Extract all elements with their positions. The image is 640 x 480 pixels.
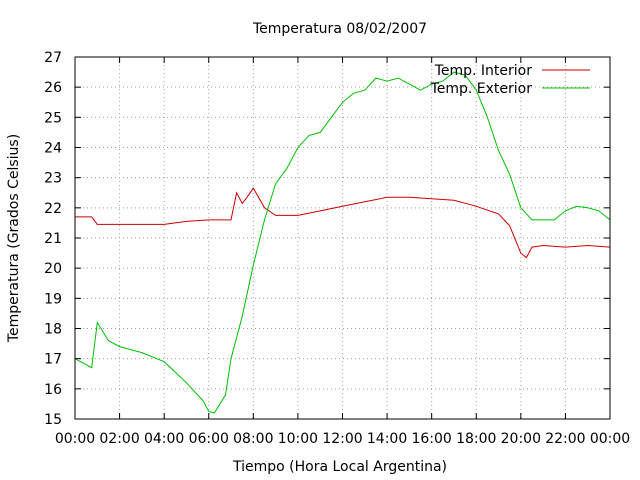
y-tick-label: 25 [44, 110, 62, 126]
y-tick-label: 18 [44, 322, 62, 338]
x-tick-label: 14:00 [367, 431, 407, 447]
y-tick-label: 24 [44, 141, 62, 157]
x-tick-label: 20:00 [501, 431, 541, 447]
y-tick-label: 27 [44, 50, 62, 66]
series-layer [74, 71, 611, 414]
legend-label-2: Temp. Exterior [430, 81, 533, 97]
y-tick-label: 15 [44, 412, 62, 428]
y-tick-label: 21 [44, 231, 62, 247]
x-tick-label: 10:00 [278, 431, 318, 447]
x-tick-label: 22:00 [545, 431, 585, 447]
x-tick-label: 00:00 [55, 431, 95, 447]
x-tick-label: 06:00 [189, 431, 229, 447]
series-line-1 [75, 187, 611, 259]
y-tick-label: 19 [44, 291, 62, 307]
x-tick-label: 18:00 [456, 431, 496, 447]
ticks [74, 56, 611, 420]
y-axis-label: Temperatura (Grados Celsius) [6, 134, 22, 343]
y-tick-label: 22 [44, 201, 62, 217]
legend-label-1: Temp. Interior [434, 63, 533, 79]
legend: Temp. Interior Temp. Exterior [430, 63, 590, 97]
x-tick-label: 12:00 [322, 431, 362, 447]
x-tick-label: 04:00 [144, 431, 184, 447]
x-tick-label: 02:00 [99, 431, 139, 447]
y-tick-label: 17 [44, 352, 62, 368]
x-tick-label: 08:00 [233, 431, 273, 447]
x-tick-label: 00:00 [590, 431, 630, 447]
y-tick-label: 26 [44, 80, 62, 96]
x-tick-label: 16:00 [411, 431, 451, 447]
y-tick-label: 16 [44, 382, 62, 398]
grid [75, 57, 610, 419]
y-tick-label: 23 [44, 171, 62, 187]
series-line-2 [74, 71, 611, 414]
tick-labels: 00:00 02:00 04:00 06:00 08:00 10:00 12:00 14:00… [44, 50, 630, 447]
chart-title: Temperatura 08/02/2007 [252, 21, 427, 37]
x-axis-label: Tiempo (Hora Local Argentina) [232, 459, 447, 475]
y-tick-label: 20 [44, 261, 62, 277]
